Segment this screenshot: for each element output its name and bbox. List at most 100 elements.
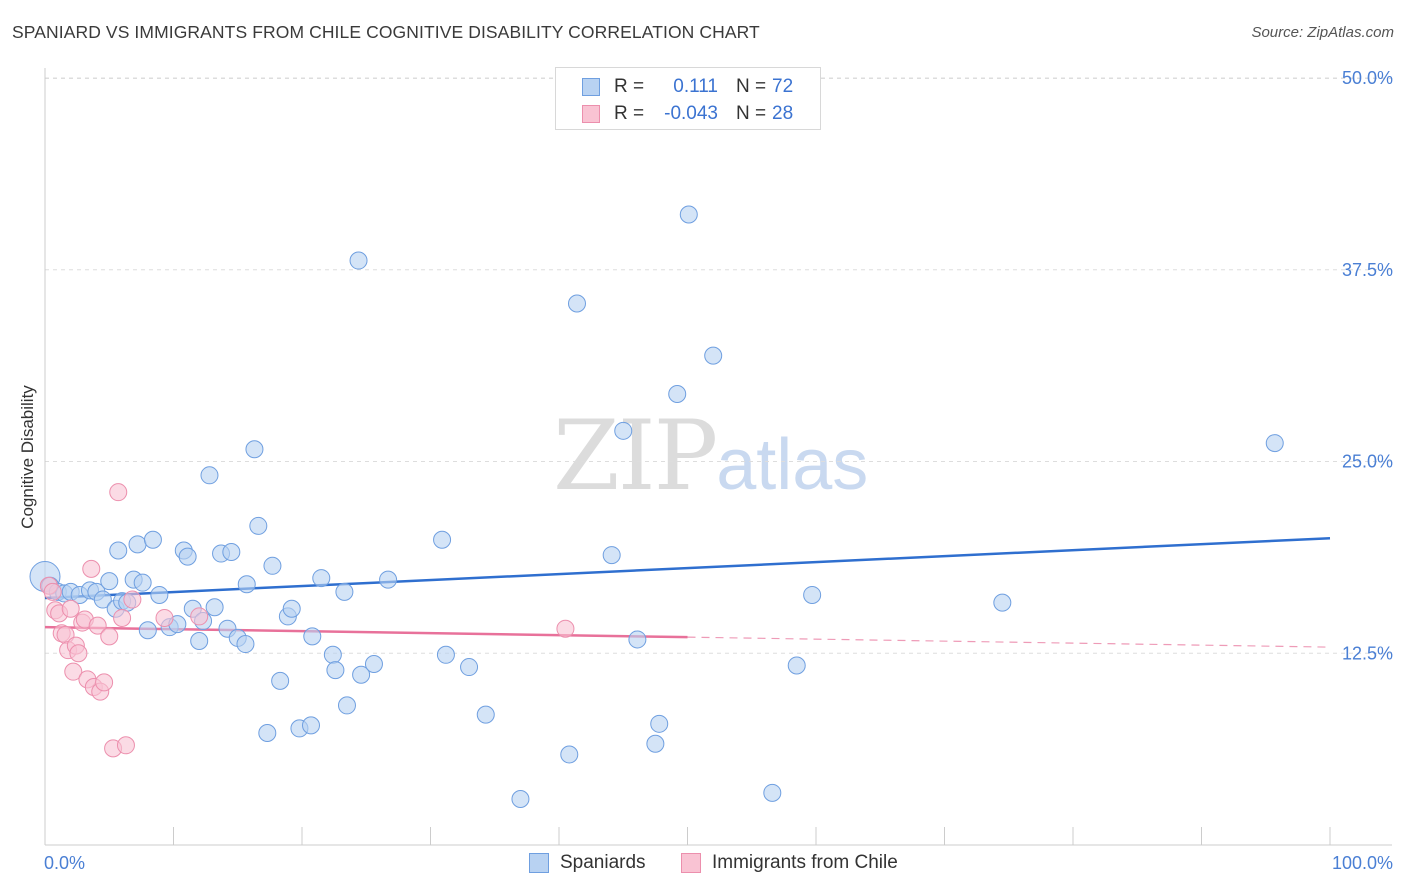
spaniards-point — [303, 627, 322, 646]
chile-trend-line-extrapolated — [687, 636, 1331, 648]
chile-point — [64, 662, 83, 681]
spaniards-point — [364, 654, 383, 673]
spaniards-point — [668, 385, 687, 404]
chile-point — [61, 599, 80, 618]
watermark-zip: ZIP — [553, 400, 718, 512]
legend-r-label: R = — [614, 103, 645, 124]
spaniards-point — [326, 661, 345, 680]
spaniards-point — [190, 631, 209, 650]
x-tick-label-min: 0.0% — [44, 853, 85, 873]
spaniards-point — [109, 541, 128, 560]
spaniards-point — [200, 466, 219, 485]
watermark-atlas: atlas — [716, 425, 869, 505]
source-credit: Source: ZipAtlas.com — [1251, 24, 1394, 41]
legend-r-value: 0.111 — [673, 76, 718, 97]
chile-point — [113, 608, 132, 627]
spaniards-point — [602, 546, 621, 565]
chile-point — [155, 608, 174, 627]
chile-point — [82, 559, 101, 578]
legend-n-value: 72 — [772, 76, 794, 97]
spaniards-point — [282, 599, 301, 618]
spaniards-point — [337, 696, 356, 715]
spaniards-point — [349, 251, 368, 270]
spaniards-point — [646, 734, 665, 753]
spaniards-point — [100, 572, 119, 591]
spaniards-point — [614, 421, 633, 440]
legend-n-label: N = — [736, 103, 767, 124]
chile-point — [123, 590, 142, 609]
correlation-legend: R = 0.111 N = 72 R = -0.043 N = 28 — [555, 67, 821, 130]
spaniards-trend-line — [44, 536, 1331, 600]
legend-n-value: 28 — [772, 103, 794, 124]
chart-title: SPANIARD VS IMMIGRANTS FROM CHILE COGNIT… — [12, 22, 760, 42]
spaniards-points — [29, 205, 1284, 808]
spaniards-point — [245, 440, 264, 459]
chile-point — [109, 483, 128, 502]
legend-r-value: -0.043 — [664, 103, 718, 124]
legend-label-spaniards: Spaniards — [560, 852, 646, 873]
y-tick-label: 25.0% — [1342, 452, 1393, 472]
y-tick-label: 50.0% — [1342, 68, 1393, 88]
chile-point — [190, 607, 209, 626]
chile-point — [88, 616, 107, 635]
spaniards-point — [249, 516, 268, 535]
legend-row-chile: R = -0.043 N = 28 — [556, 101, 820, 129]
spaniards-point — [138, 621, 157, 640]
spaniards-point — [178, 547, 197, 566]
spaniards-point — [150, 585, 169, 604]
watermark: ZIPatlas — [553, 400, 868, 512]
chile-points — [39, 483, 575, 758]
y-tick-label: 12.5% — [1342, 643, 1393, 663]
axes — [44, 68, 1392, 846]
spaniards-point — [335, 582, 354, 601]
spaniards-point — [787, 656, 806, 675]
spaniards-point — [803, 585, 822, 604]
legend-swatch-pink — [582, 105, 600, 123]
legend-swatch-blue — [582, 78, 600, 96]
spaniards-point — [222, 543, 241, 562]
spaniards-point — [1265, 434, 1284, 453]
x-tick-label-max: 100.0% — [1332, 853, 1393, 873]
spaniards-point — [650, 714, 669, 733]
spaniards-point — [560, 745, 579, 764]
spaniards-point — [476, 705, 495, 724]
spaniards-point — [511, 789, 530, 808]
spaniards-point — [205, 598, 224, 617]
spaniards-point — [379, 570, 398, 589]
legend-swatch-spaniards — [529, 853, 549, 873]
legend-row-spaniards: R = 0.111 N = 72 — [556, 74, 820, 102]
legend-label-chile: Immigrants from Chile — [712, 852, 898, 873]
spaniards-point — [436, 645, 455, 664]
chile-point — [100, 627, 119, 646]
chile-point — [116, 736, 135, 755]
spaniards-point — [993, 593, 1012, 612]
spaniards-point — [236, 635, 255, 654]
chile-point — [43, 582, 62, 601]
spaniards-point — [704, 346, 723, 365]
spaniards-point — [679, 205, 698, 224]
legend-swatch-chile — [681, 853, 701, 873]
spaniards-point — [323, 645, 342, 664]
spaniards-point — [433, 530, 452, 549]
spaniards-point — [133, 573, 152, 592]
spaniards-point — [128, 535, 147, 554]
chile-point — [556, 619, 575, 638]
tick-labels: 12.5% 25.0% 37.5% 50.0% 0.0% 100.0% — [44, 68, 1393, 873]
spaniards-point — [312, 569, 331, 588]
spaniards-point — [628, 630, 647, 649]
chile-point — [69, 644, 88, 663]
legend-n-label: N = — [736, 76, 767, 97]
legend-r-label: R = — [614, 76, 645, 97]
spaniards-point — [143, 530, 162, 549]
spaniards-point — [567, 294, 586, 313]
spaniards-point — [301, 716, 320, 735]
chile-point — [95, 673, 114, 692]
spaniards-point — [93, 590, 112, 609]
spaniards-point — [763, 783, 782, 802]
y-tick-label: 37.5% — [1342, 260, 1393, 280]
spaniards-point — [460, 658, 479, 677]
spaniards-point — [352, 665, 371, 684]
spaniards-point — [237, 575, 256, 594]
spaniards-point — [271, 671, 290, 690]
